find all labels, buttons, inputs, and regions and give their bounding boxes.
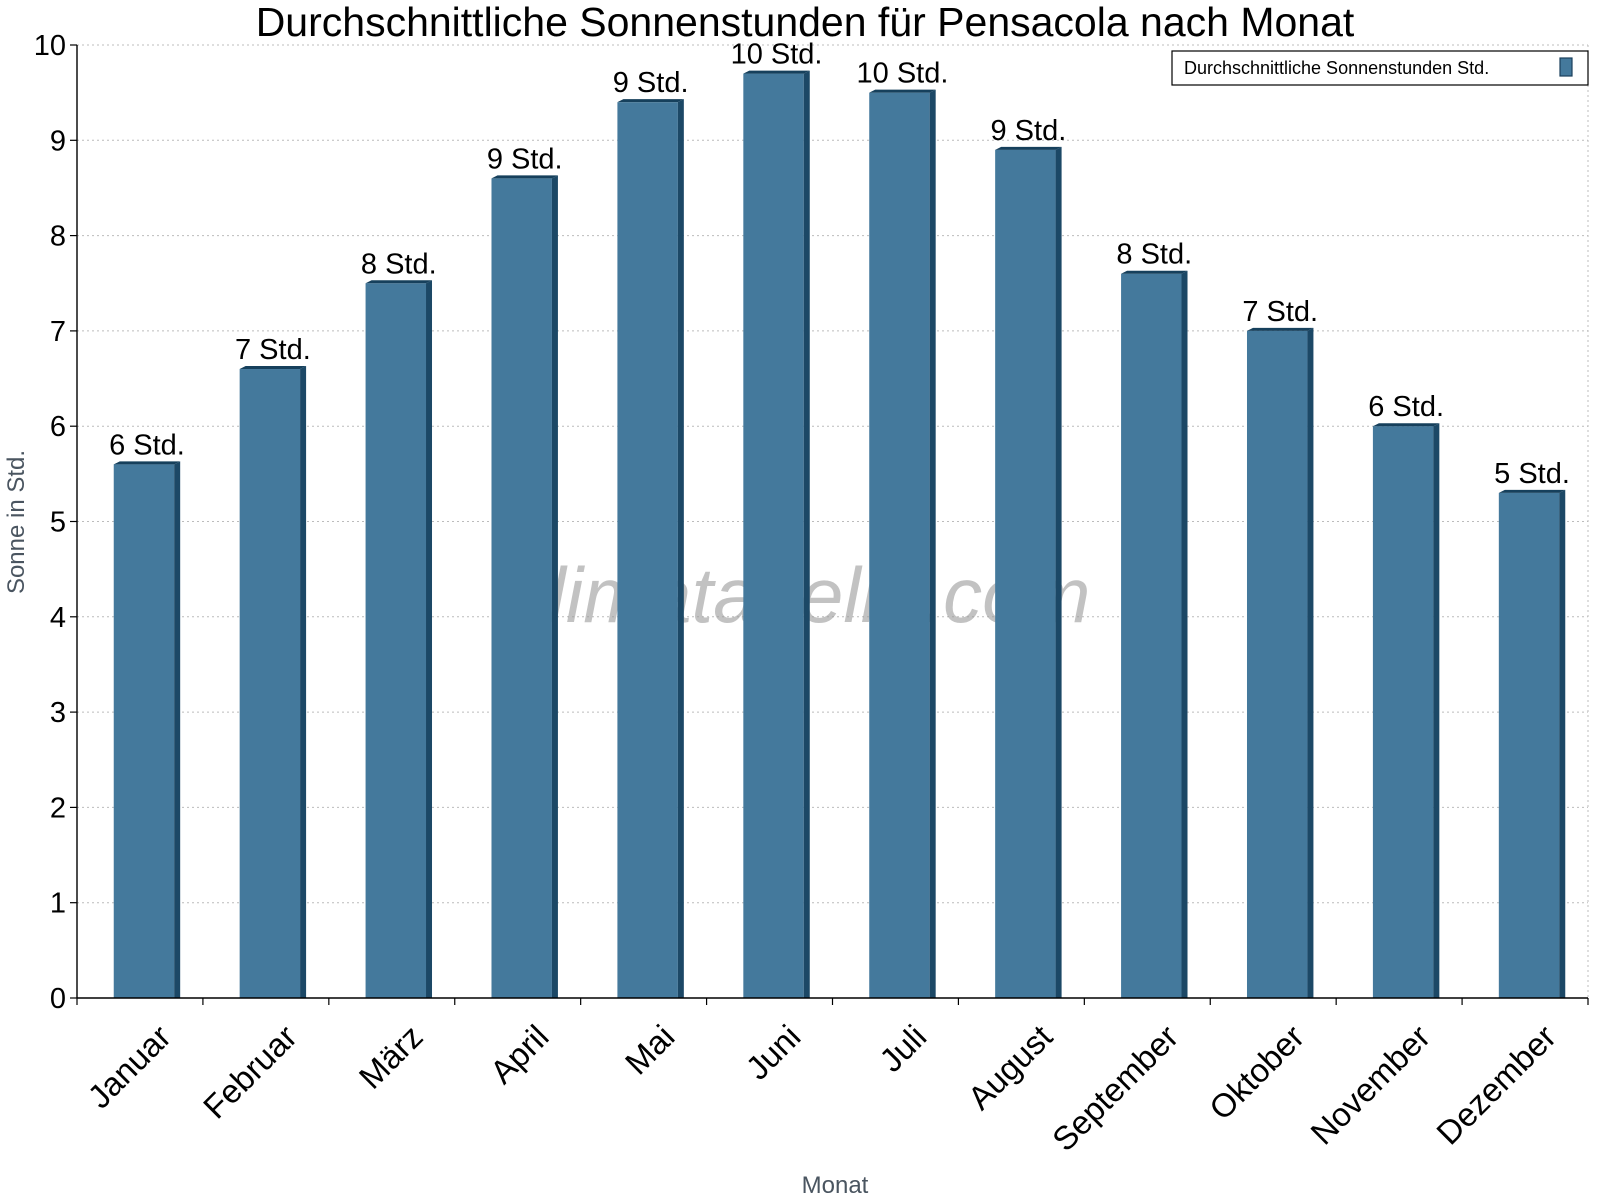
bar-value-label: 7 Std.	[235, 334, 311, 366]
x-tick-label: Juli	[872, 1018, 933, 1079]
bar-side	[677, 99, 684, 999]
bar-top	[869, 89, 936, 93]
bar-top	[743, 70, 810, 74]
bar-top	[113, 461, 181, 465]
y-tick-label: 9	[50, 125, 66, 157]
bar-3	[365, 280, 433, 998]
bar-12	[1498, 489, 1566, 998]
legend-swatch	[1559, 57, 1573, 77]
y-tick-label: 8	[50, 221, 66, 253]
x-axis-title: Monat	[802, 1172, 869, 1199]
bars-layer	[113, 70, 1566, 999]
x-tick-label: September	[1045, 1018, 1185, 1158]
data-labels-layer: 6 Std. 7 Std. 8 Std. 9 Std. 9 Std. 10 Std. 10 …	[109, 39, 1570, 490]
bar-value-label: 9 Std.	[613, 67, 689, 99]
y-tick-label: 7	[50, 316, 66, 348]
bar-1	[113, 461, 181, 998]
legend: Durchschnittliche Sonnenstunden Std.	[1171, 50, 1589, 86]
bar-11	[1372, 423, 1440, 998]
bar-value-label: 10 Std.	[731, 39, 823, 71]
bar-6	[743, 70, 810, 999]
bar-face	[1498, 492, 1560, 998]
y-tick-label: 2	[50, 792, 66, 824]
y-tick-label: 10	[34, 30, 66, 62]
x-tick-label: Oktober	[1202, 1018, 1311, 1127]
bar-value-label: 9 Std.	[487, 143, 563, 175]
bar-side	[426, 280, 433, 998]
bar-top	[1372, 423, 1440, 427]
bar-7	[869, 89, 936, 998]
bar-top	[1498, 489, 1566, 493]
y-tick-label: 5	[50, 507, 66, 539]
bar-face	[617, 102, 678, 999]
bar-value-label: 8 Std.	[1116, 239, 1192, 271]
x-tick-label: Juni	[738, 1018, 807, 1087]
bar-face	[869, 92, 930, 998]
bar-face	[1372, 426, 1434, 998]
bar-face	[743, 73, 804, 999]
y-axis-title: Sonne in Std.	[3, 450, 30, 594]
bar-value-label: 6 Std.	[1368, 391, 1444, 423]
bar-side	[1433, 423, 1440, 998]
bar-side	[174, 461, 181, 998]
legend-box	[1171, 50, 1589, 86]
bar-face	[491, 178, 552, 999]
bar-value-label: 8 Std.	[361, 248, 437, 280]
bar-face	[1121, 273, 1182, 999]
x-tick-label: März	[352, 1018, 430, 1096]
bar-side	[803, 70, 810, 999]
bar-face	[365, 283, 427, 998]
bar-side	[1559, 489, 1566, 998]
y-tick-label: 6	[50, 411, 66, 443]
bar-side	[1055, 146, 1062, 998]
bar-face	[1246, 330, 1308, 998]
x-tick-label: Mai	[618, 1018, 682, 1082]
bar-4	[491, 175, 558, 999]
x-tick-label: April	[483, 1018, 556, 1091]
bar-2	[239, 366, 307, 998]
bar-face	[239, 369, 301, 998]
bar-face	[995, 149, 1056, 998]
bar-value-label: 7 Std.	[1242, 296, 1318, 328]
bar-face	[113, 464, 175, 998]
x-tick-label: November	[1303, 1018, 1437, 1152]
bar-value-label: 10 Std.	[857, 58, 949, 90]
bar-top	[617, 99, 684, 103]
bar-8	[995, 146, 1062, 998]
y-tick-label: 0	[50, 983, 66, 1015]
bar-value-label: 6 Std.	[109, 429, 185, 461]
y-tick-label: 3	[50, 697, 66, 729]
bar-top	[491, 175, 558, 179]
bar-top	[365, 280, 433, 284]
bar-top	[995, 146, 1062, 150]
bar-10	[1246, 327, 1314, 998]
bar-side	[1307, 327, 1314, 998]
bar-value-label: 9 Std.	[990, 115, 1066, 147]
y-tick-label: 4	[50, 602, 66, 634]
bar-side	[1181, 270, 1188, 999]
bar-side	[551, 175, 558, 999]
bar-9	[1121, 270, 1188, 999]
bar-value-label: 5 Std.	[1494, 458, 1570, 490]
x-tick-label: August	[960, 1018, 1059, 1117]
x-tick-label: Februar	[196, 1018, 304, 1126]
bar-side	[300, 366, 307, 998]
bar-side	[929, 89, 936, 998]
bar-top	[1121, 270, 1188, 274]
bar-top	[1246, 327, 1314, 331]
bar-top	[239, 366, 307, 370]
legend-label: Durchschnittliche Sonnenstunden Std.	[1184, 58, 1489, 78]
bar-5	[617, 99, 684, 999]
chart-title: Durchschnittliche Sonnenstunden für Pens…	[256, 0, 1355, 45]
x-tick-label: Januar	[80, 1018, 178, 1116]
x-tick-label: Dezember	[1429, 1018, 1563, 1152]
grid-layer	[77, 44, 1589, 998]
y-tick-label: 1	[50, 888, 66, 920]
